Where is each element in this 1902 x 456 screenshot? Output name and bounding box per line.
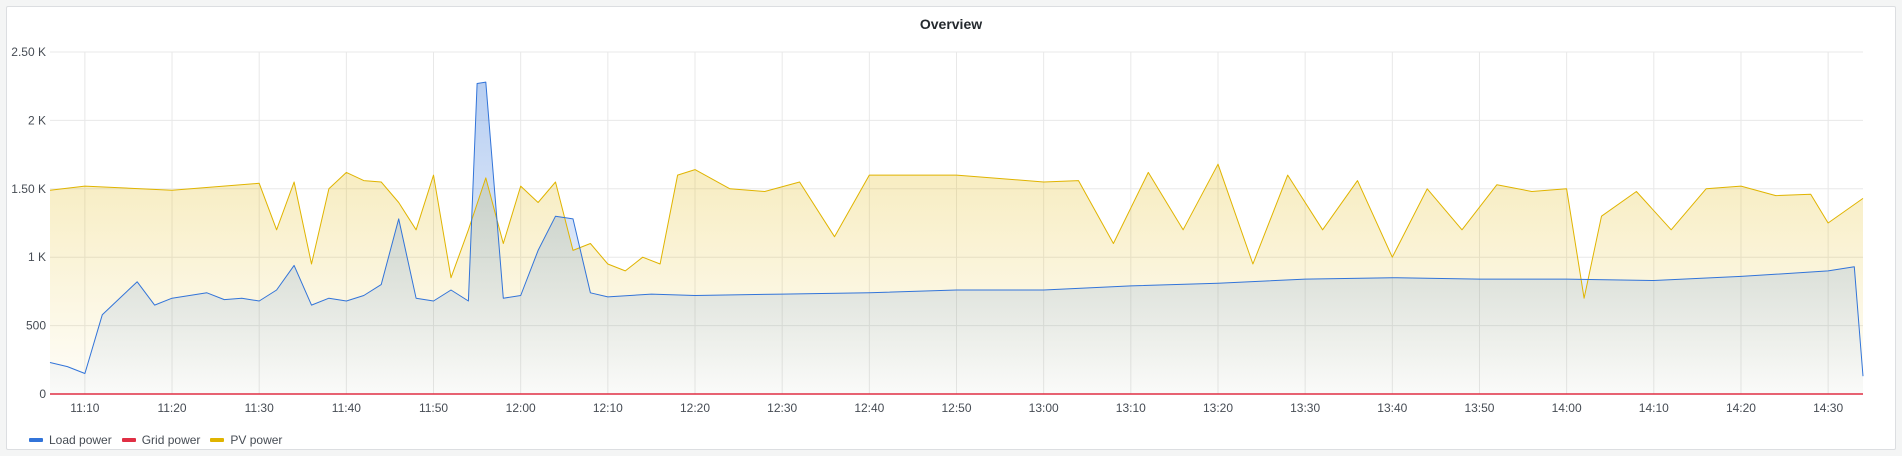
x-tick-label: 11:30 bbox=[245, 401, 274, 415]
legend-label: Load power bbox=[49, 433, 112, 447]
x-tick-label: 13:30 bbox=[1290, 401, 1320, 415]
x-tick-label: 11:50 bbox=[419, 401, 448, 415]
x-tick-label: 13:40 bbox=[1377, 401, 1407, 415]
x-tick-label: 14:30 bbox=[1813, 401, 1843, 415]
legend-item-grid-power[interactable]: Grid power bbox=[121, 433, 201, 447]
y-tick-label: 2.50 K bbox=[11, 45, 46, 59]
legend-swatch bbox=[210, 438, 225, 442]
legend: Load power Grid power PV power bbox=[29, 433, 282, 447]
x-tick-label: 14:10 bbox=[1639, 401, 1669, 415]
x-tick-label: 13:10 bbox=[1116, 401, 1146, 415]
y-tick-label: 500 bbox=[26, 319, 46, 333]
x-axis-labels: 11:10 11:20 11:30 11:40 11:50 12:00 12:10 12:20… bbox=[70, 401, 1843, 415]
x-tick-label: 12:10 bbox=[593, 401, 623, 415]
legend-swatch bbox=[29, 438, 43, 442]
x-tick-label: 13:00 bbox=[1029, 401, 1059, 415]
x-tick-label: 12:50 bbox=[941, 401, 971, 415]
x-tick-label: 12:40 bbox=[854, 401, 884, 415]
y-tick-label: 0 bbox=[39, 387, 46, 401]
pv-power-line[interactable] bbox=[49, 163, 1864, 299]
legend-swatch bbox=[121, 438, 136, 442]
panel-title[interactable]: Overview bbox=[919, 16, 983, 32]
legend-label: PV power bbox=[230, 433, 283, 447]
y-axis-labels: 0 500 1 K 1.50 K 2 K 2.50 K bbox=[11, 45, 46, 401]
x-tick-label: 11:10 bbox=[70, 401, 99, 415]
legend-item-load-power[interactable]: Load power bbox=[29, 433, 112, 447]
series-areas bbox=[50, 82, 1863, 394]
y-tick-label: 1.50 K bbox=[11, 182, 46, 196]
x-tick-label: 13:50 bbox=[1464, 401, 1494, 415]
load-power-area bbox=[50, 82, 1863, 394]
x-tick-label: 11:20 bbox=[157, 401, 186, 415]
legend-label: Grid power bbox=[141, 433, 201, 447]
series-lines bbox=[49, 81, 1864, 395]
x-tick-label: 11:40 bbox=[332, 401, 361, 415]
x-tick-label: 13:20 bbox=[1203, 401, 1233, 415]
x-tick-label: 12:00 bbox=[506, 401, 536, 415]
x-tick-label: 14:00 bbox=[1552, 401, 1582, 415]
y-tick-label: 2 K bbox=[28, 113, 46, 127]
x-tick-label: 12:20 bbox=[680, 401, 710, 415]
x-tick-label: 14:20 bbox=[1726, 401, 1756, 415]
y-tick-label: 1 K bbox=[28, 250, 46, 264]
load-power-line[interactable] bbox=[49, 81, 1864, 377]
x-tick-label: 12:30 bbox=[767, 401, 797, 415]
legend-item-pv-power[interactable]: PV power bbox=[210, 433, 282, 447]
